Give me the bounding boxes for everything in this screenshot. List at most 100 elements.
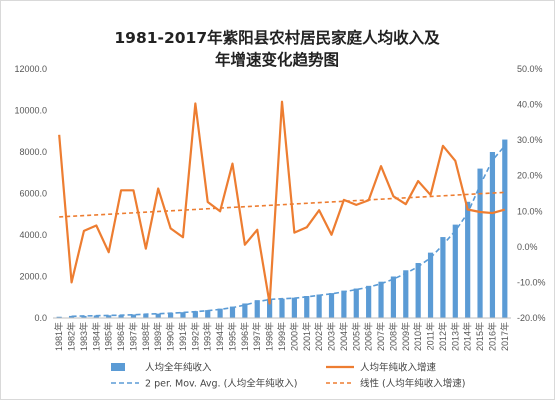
bar [130, 314, 137, 318]
x-axis-tick-label: 1985年 [103, 322, 114, 351]
bar [229, 306, 236, 318]
x-axis-tick-label: 1989年 [152, 322, 163, 351]
trendline-group [59, 191, 505, 218]
x-axis-tick-label: 1999年 [276, 322, 287, 351]
bar [279, 298, 285, 318]
bar [106, 315, 112, 318]
x-axis-tick-label: 1988年 [140, 322, 151, 351]
x-axis-tick-label: 1994年 [214, 322, 225, 351]
bar [489, 152, 496, 318]
bar [465, 201, 471, 318]
x-axis-tick-label: 1982年 [66, 322, 77, 351]
bar [341, 290, 347, 318]
x-axis-tick-label: 2012年 [437, 322, 448, 351]
x-axis-tick-label: 1993年 [202, 322, 213, 351]
x-axis-tick-label: 2001年 [301, 322, 312, 351]
x-axis-tick-label: 1998年 [264, 322, 275, 351]
bar [440, 237, 446, 318]
x-axis-tick-label: 1981年 [53, 322, 64, 351]
bar [415, 263, 421, 318]
x-axis-tick-label: 2005年 [350, 322, 361, 351]
right-axis-tick-label: 0.0% [517, 242, 538, 252]
bar [328, 293, 335, 318]
bar [427, 252, 434, 318]
right-axis-tick-label: 20.0% [517, 171, 543, 181]
x-axis-tick-label: 2010年 [412, 322, 423, 351]
x-axis-tick-label: 1990年 [165, 322, 176, 351]
bar [403, 270, 409, 318]
moving-average-line [71, 145, 506, 318]
right-axis-tick-label: 40.0% [517, 100, 543, 110]
bar [390, 276, 397, 318]
left-axis-tick-label: 0.0 [34, 313, 47, 323]
x-axis-tick-label: 1997年 [251, 322, 262, 351]
x-axis-tick-label: 2015年 [474, 322, 485, 351]
bar [205, 310, 211, 318]
bar [378, 281, 384, 318]
chart-title: 1981-2017年紫阳县农村居民家庭人均收入及 [114, 28, 440, 47]
bar [353, 288, 359, 318]
x-axis-tick-label: 2016年 [486, 322, 497, 351]
bar [118, 315, 124, 318]
left-axis-tick-label: 6000.0 [19, 189, 47, 199]
x-axis-tick-label: 2009年 [400, 322, 411, 351]
bar [68, 315, 75, 318]
bar [143, 313, 149, 318]
left-axis-tick-label: 12000.0 [14, 64, 47, 74]
bar [254, 300, 260, 318]
left-axis-tick-label: 8000.0 [19, 147, 47, 157]
bar [366, 285, 372, 318]
x-axis-tick-label: 2007年 [375, 322, 386, 351]
legend-swatch-bar [111, 363, 125, 371]
left-axis-tick-label: 10000.0 [14, 106, 47, 116]
x-axis-tick-label: 2002年 [313, 322, 324, 351]
bar [477, 168, 483, 318]
linear-trendline [59, 191, 505, 218]
legend: 人均全年纯收入 人均年纯收入增速 2 per. Mov. Avg. (人均全年纯收入… [111, 362, 465, 390]
bar-series-group [56, 139, 508, 318]
x-axis-tick-label: 1983年 [78, 322, 89, 351]
bar [167, 312, 174, 318]
bar [217, 308, 223, 318]
x-axis-tick-label: 2011年 [425, 322, 436, 350]
legend-label: 2 per. Mov. Avg. (人均全年纯收入) [145, 378, 298, 390]
bar [291, 297, 297, 318]
right-axis-tick-label: -10.0% [517, 277, 546, 287]
legend-label: 线性 (人均年纯收入增速) [360, 378, 465, 390]
x-axis-tick-label: 2014年 [462, 322, 473, 351]
x-axis-tick-label: 1996年 [239, 322, 250, 351]
left-axis-ticks: 0.0 2000.0 4000.0 6000.0 8000.0 10000.0 12000.… [14, 64, 47, 323]
bar [316, 294, 322, 318]
x-axis-tick-label: 1995年 [226, 322, 237, 351]
x-axis-tick-label: 2000年 [288, 322, 299, 351]
right-axis-tick-label: -20.0% [517, 313, 546, 323]
right-axis-tick-label: 30.0% [517, 135, 543, 145]
x-axis-tick-label: 2013年 [449, 322, 460, 351]
moving-average-group [71, 145, 506, 318]
bar [502, 139, 508, 318]
line-series-group [58, 100, 506, 305]
bar [81, 315, 87, 318]
x-axis-tick-label: 1992年 [189, 322, 200, 351]
bar [267, 298, 273, 318]
bar [192, 311, 198, 318]
bar [452, 224, 458, 318]
x-axis-tick-label: 2004年 [338, 322, 349, 351]
x-axis-tick-label: 2006年 [363, 322, 374, 351]
chart-subtitle: 年增速变化趋势图 [215, 50, 339, 69]
growth-rate-line [58, 100, 506, 305]
x-axis-tick-labels: 1981年 1982年 1983年 1984年 1985年 1986年 1987年 1988年… [53, 322, 510, 351]
bar [56, 316, 62, 318]
x-axis-tick-label: 1987年 [127, 322, 138, 351]
x-axis-tick-label: 1986年 [115, 322, 126, 351]
bar [180, 312, 186, 318]
x-axis-tick-label: 2003年 [326, 322, 337, 351]
bar [304, 296, 310, 318]
bar [242, 303, 248, 318]
bar [93, 315, 99, 318]
x-axis-tick-label: 2017年 [499, 322, 510, 351]
legend-label: 人均全年纯收入 [145, 362, 212, 374]
legend-label: 人均年纯收入增速 [360, 362, 437, 374]
x-axis-tick-label: 1991年 [177, 322, 188, 351]
